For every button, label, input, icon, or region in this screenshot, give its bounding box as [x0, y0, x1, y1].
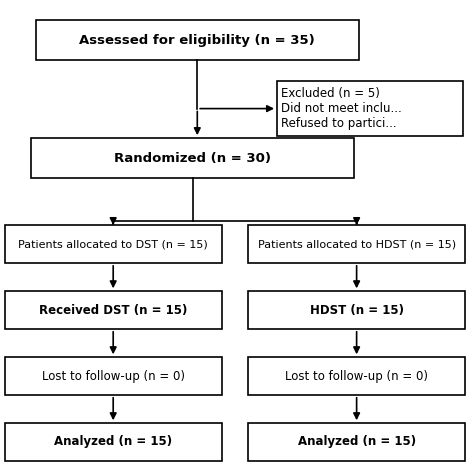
FancyBboxPatch shape [248, 291, 465, 329]
FancyBboxPatch shape [31, 138, 355, 178]
Text: Received DST (n = 15): Received DST (n = 15) [39, 303, 187, 317]
Text: Analyzed (n = 15): Analyzed (n = 15) [298, 436, 416, 448]
Text: Lost to follow-up (n = 0): Lost to follow-up (n = 0) [42, 370, 185, 383]
Text: Patients allocated to DST (n = 15): Patients allocated to DST (n = 15) [18, 239, 208, 249]
FancyBboxPatch shape [248, 357, 465, 395]
FancyBboxPatch shape [5, 357, 222, 395]
Text: Excluded (n = 5)
Did not meet inclu...
Refused to partici...: Excluded (n = 5) Did not meet inclu... R… [282, 87, 402, 130]
FancyBboxPatch shape [5, 291, 222, 329]
Text: Assessed for eligibility (n = 35): Assessed for eligibility (n = 35) [80, 34, 315, 47]
FancyBboxPatch shape [248, 225, 465, 263]
FancyBboxPatch shape [277, 82, 463, 136]
FancyBboxPatch shape [248, 423, 465, 461]
Text: Analyzed (n = 15): Analyzed (n = 15) [54, 436, 172, 448]
Text: Patients allocated to HDST (n = 15): Patients allocated to HDST (n = 15) [257, 239, 456, 249]
Text: Randomized (n = 30): Randomized (n = 30) [114, 152, 271, 164]
FancyBboxPatch shape [5, 423, 222, 461]
FancyBboxPatch shape [5, 225, 222, 263]
FancyBboxPatch shape [36, 20, 359, 60]
Text: HDST (n = 15): HDST (n = 15) [310, 303, 404, 317]
Text: Lost to follow-up (n = 0): Lost to follow-up (n = 0) [285, 370, 428, 383]
